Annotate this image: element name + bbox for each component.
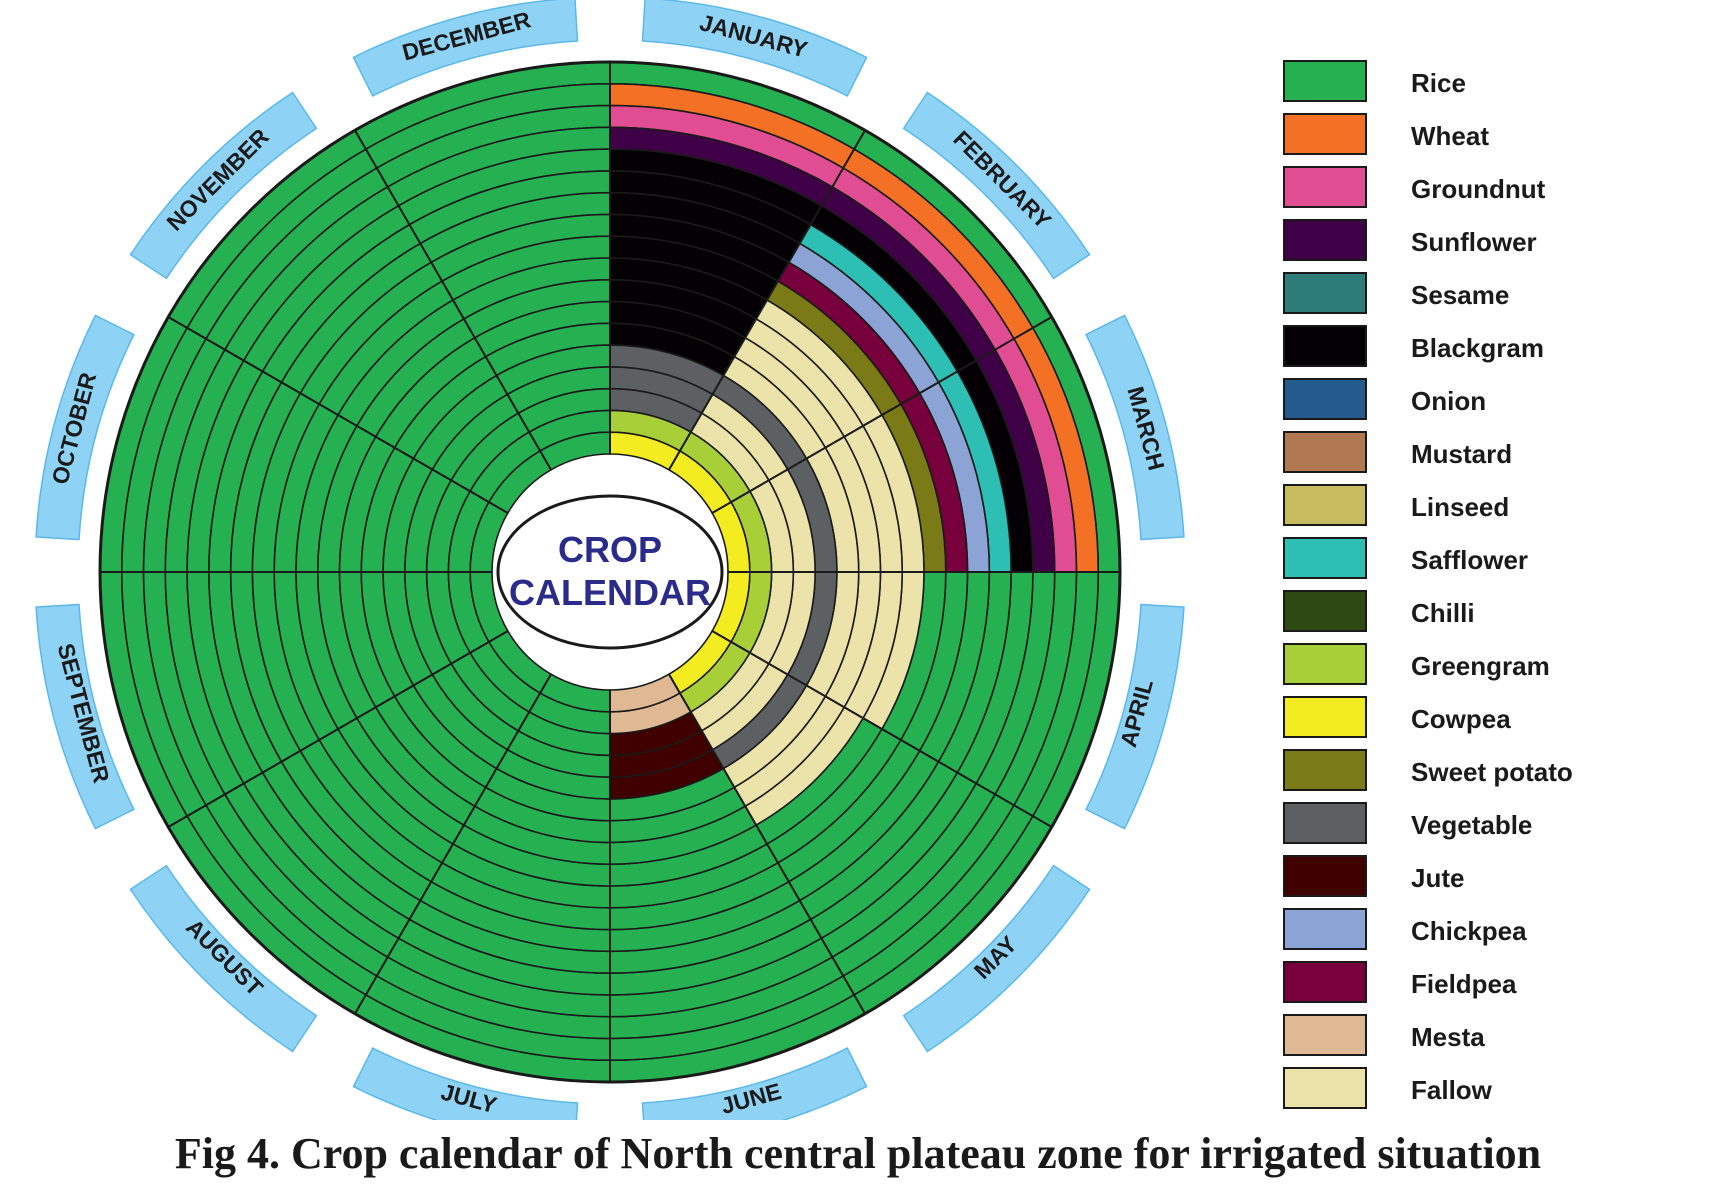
month-tab-september <box>35 603 135 830</box>
legend-swatch <box>1283 1067 1367 1109</box>
legend-swatch <box>1283 166 1367 208</box>
month-divider <box>668 129 866 471</box>
month-tab-march <box>1085 314 1185 541</box>
legend-label: Groundnut <box>1411 174 1546 204</box>
legend-swatch <box>1283 643 1367 685</box>
legend-label: Greengram <box>1411 651 1550 681</box>
legend-swatch <box>1283 325 1367 367</box>
legend-swatch <box>1283 961 1367 1003</box>
month-tab-january <box>641 0 868 97</box>
legend-label: Mesta <box>1411 1022 1485 1052</box>
legend-swatch <box>1283 696 1367 738</box>
month-divider <box>354 129 552 471</box>
legend-swatch <box>1283 1014 1367 1056</box>
month-divider <box>354 673 552 1015</box>
legend-swatch <box>1283 749 1367 791</box>
legend-swatch <box>1283 590 1367 632</box>
month-tab-february <box>902 91 1091 280</box>
month-tab-october <box>35 314 135 541</box>
legend-label: Blackgram <box>1411 333 1544 363</box>
month-labels: JANUARYFEBRUARYMARCHAPRILMAYJUNEJULYAUGU… <box>35 0 1185 1120</box>
month-tab-december <box>352 0 579 97</box>
month-divider <box>167 316 509 514</box>
legend-swatch <box>1283 908 1367 950</box>
legend-label: Fallow <box>1411 1075 1492 1105</box>
legend-swatch <box>1283 219 1367 261</box>
legend-label: Jute <box>1411 863 1465 893</box>
month-divider <box>711 316 1053 514</box>
legend-swatch <box>1283 431 1367 473</box>
center-title-line2: CALENDAR <box>509 572 711 613</box>
legend-label: Sesame <box>1411 280 1510 310</box>
legend-label: Chilli <box>1411 598 1475 628</box>
legend-label: Sunflower <box>1411 227 1537 257</box>
legend-swatch <box>1283 484 1367 526</box>
month-tab-may <box>902 864 1091 1053</box>
legend-swatch <box>1283 855 1367 897</box>
month-tab-june <box>641 1047 868 1120</box>
legend-swatch <box>1283 60 1367 102</box>
legend-label: Rice <box>1411 68 1466 98</box>
month-tab-april <box>1085 603 1185 830</box>
center-hub <box>496 494 724 650</box>
month-dividers <box>98 60 1122 1084</box>
legend-label: Cowpea <box>1411 704 1511 734</box>
legend-label: Wheat <box>1411 121 1489 151</box>
legend-swatch <box>1283 378 1367 420</box>
legend-label: Fieldpea <box>1411 969 1517 999</box>
legend-swatch <box>1283 802 1367 844</box>
crop-calendar-wheel: JANUARYFEBRUARYMARCHAPRILMAYJUNEJULYAUGU… <box>35 0 1185 1120</box>
month-divider <box>668 673 866 1015</box>
center-title-line1: CROP <box>558 529 662 570</box>
legend-label: Chickpea <box>1411 916 1527 946</box>
month-tab-august <box>129 864 318 1053</box>
legend-label: Mustard <box>1411 439 1513 469</box>
month-divider <box>711 630 1053 828</box>
month-tab-november <box>129 91 318 280</box>
outer-rim <box>98 60 1122 1084</box>
legend-label: Sweet potato <box>1411 757 1573 787</box>
month-divider <box>167 630 509 828</box>
legend-swatch <box>1283 272 1367 314</box>
legend-swatch <box>1283 537 1367 579</box>
legend-label: Safflower <box>1411 545 1529 575</box>
legend-swatch <box>1283 113 1367 155</box>
legend-label: Linseed <box>1411 492 1510 522</box>
legend-label: Onion <box>1411 386 1487 416</box>
legend-label: Vegetable <box>1411 810 1533 840</box>
month-tab-july <box>352 1047 579 1120</box>
figure-caption: Fig 4. Crop calendar of North central pl… <box>174 1129 1542 1178</box>
